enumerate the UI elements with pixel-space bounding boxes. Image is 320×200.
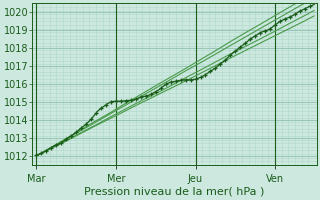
X-axis label: Pression niveau de la mer( hPa ): Pression niveau de la mer( hPa ) bbox=[84, 187, 265, 197]
